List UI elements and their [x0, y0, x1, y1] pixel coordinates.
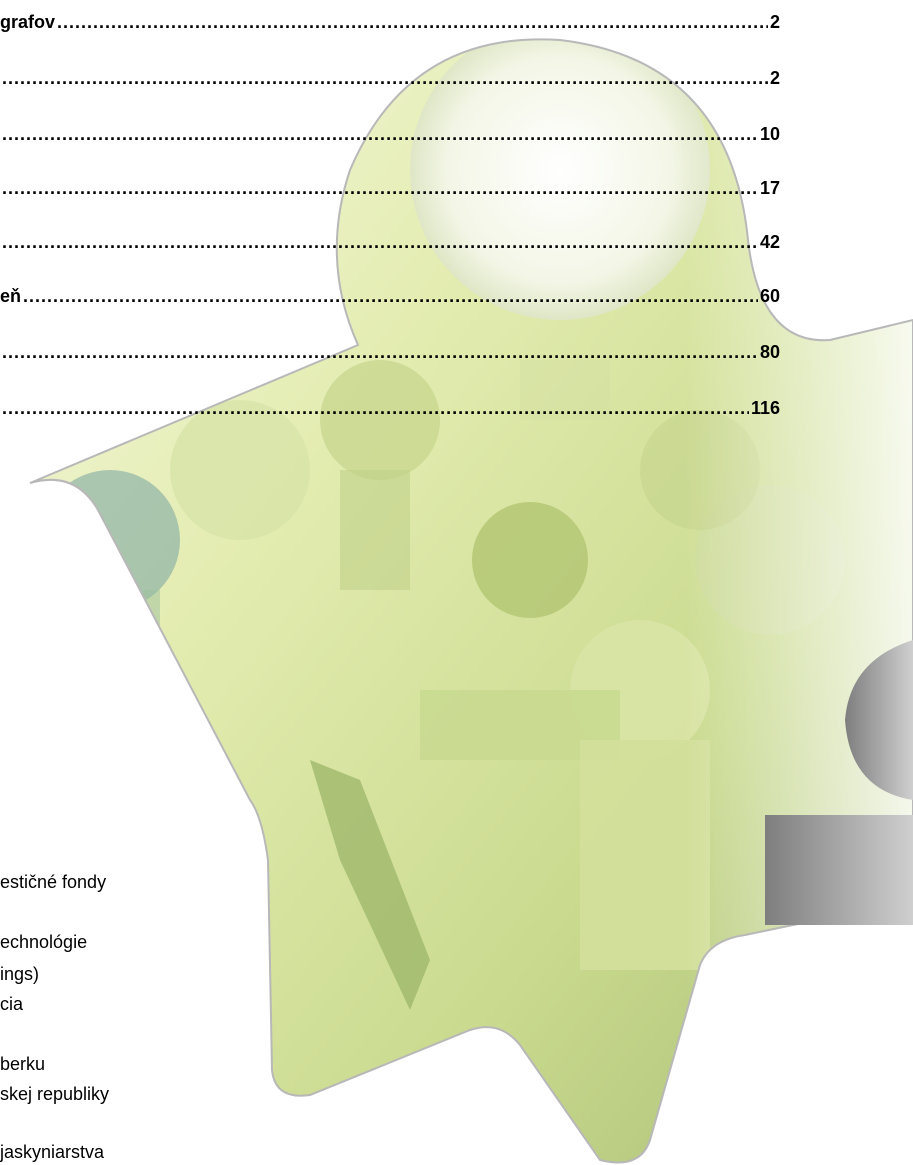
toc-dot-leader	[2, 120, 758, 148]
toc-dot-leader	[2, 64, 768, 92]
toc-entry-title: eň	[0, 286, 22, 306]
toc-entry-page: 10	[759, 124, 780, 144]
toc-entry-page: 42	[759, 232, 780, 252]
toc-entry[interactable]: 116	[0, 394, 780, 422]
toc-dot-leader	[2, 228, 758, 256]
list-item: estičné fondy	[0, 872, 107, 892]
toc-entry-page: 17	[759, 178, 780, 198]
toc-entry[interactable]: 42	[0, 228, 780, 256]
toc-entry-page: 80	[759, 342, 780, 362]
toc-entry-page: 2	[769, 68, 780, 88]
list-item: jaskyniarstva	[0, 1142, 105, 1162]
toc-entry-title: grafov	[0, 12, 56, 32]
toc-entry-page: 60	[759, 286, 780, 306]
toc-entry[interactable]: 80	[0, 338, 780, 366]
toc-entry[interactable]: 2	[0, 64, 780, 92]
list-item: echnológie	[0, 932, 88, 952]
toc-entry[interactable]: grafov 2	[0, 8, 780, 36]
toc-entry[interactable]: 17	[0, 174, 780, 202]
grey-figure	[765, 640, 913, 925]
toc-entry[interactable]: eň 60	[0, 282, 780, 310]
toc-dot-leader	[23, 282, 758, 310]
toc-dot-leader	[2, 174, 758, 202]
toc-dot-leader	[57, 8, 768, 36]
toc-entry-page: 116	[750, 398, 780, 418]
toc-entry[interactable]: 10	[0, 120, 780, 148]
list-item: ings)	[0, 964, 40, 984]
toc-entry-page: 2	[769, 12, 780, 32]
toc-dot-leader	[2, 338, 758, 366]
list-item: berku	[0, 1054, 46, 1074]
list-item: cia	[0, 994, 24, 1014]
list-item: skej republiky	[0, 1084, 110, 1104]
toc-dot-leader	[2, 394, 749, 422]
